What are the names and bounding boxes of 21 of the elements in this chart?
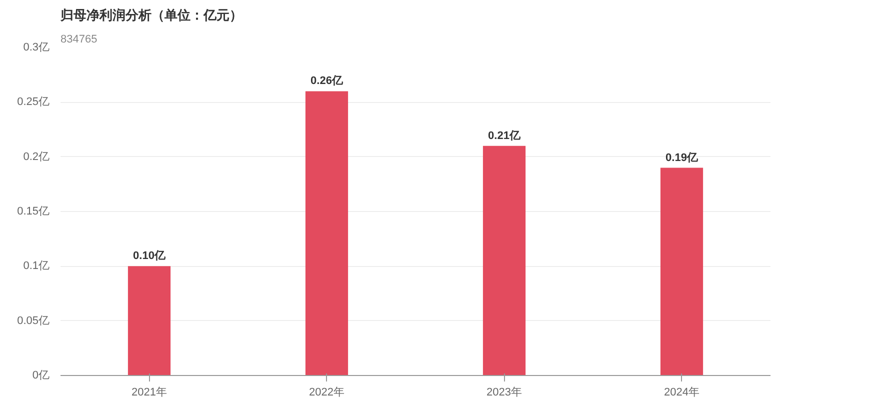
chart-title: 归母净利润分析（单位：亿元）	[60, 8, 242, 22]
y-tick-label: 0亿	[32, 370, 50, 382]
bar	[128, 266, 171, 376]
y-tick-label: 0.05亿	[17, 314, 50, 327]
y-tick-label: 0.15亿	[17, 206, 50, 218]
y-tick-label: 0.25亿	[17, 96, 50, 108]
x-tick-label: 2022年	[309, 386, 344, 398]
bar	[305, 91, 348, 376]
x-tick-label: 2024年	[664, 386, 700, 398]
x-tick-label: 2023年	[486, 386, 522, 398]
data-label: 0.10亿	[133, 250, 166, 262]
data-label: 0.26亿	[310, 75, 344, 88]
y-tick-label: 0.3亿	[23, 42, 50, 54]
bar	[482, 146, 526, 376]
x-tick-label: 2021年	[132, 386, 167, 398]
bar	[660, 168, 704, 376]
y-tick-label: 0.2亿	[23, 150, 50, 163]
data-label: 0.21亿	[488, 130, 522, 142]
chart-subtitle: 834765	[60, 34, 98, 46]
y-tick-label: 0.1亿	[23, 260, 50, 272]
data-label: 0.19亿	[666, 152, 699, 164]
